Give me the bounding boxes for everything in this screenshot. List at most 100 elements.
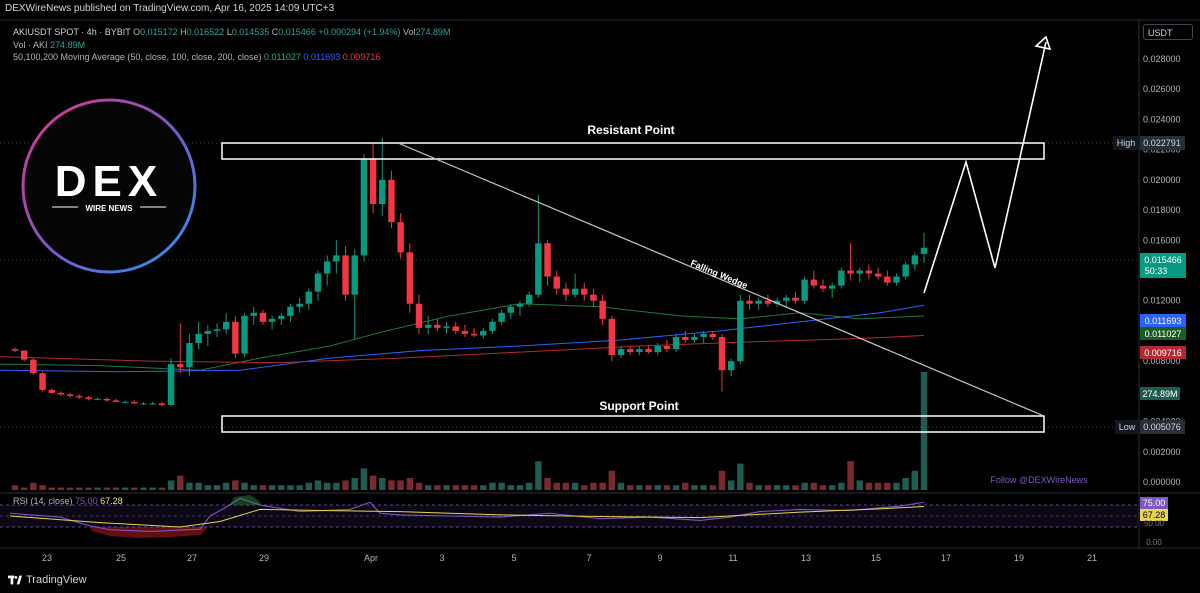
volume-bar xyxy=(581,485,588,490)
tradingview-brand: TradingView xyxy=(26,574,87,586)
moving-averages xyxy=(0,303,925,373)
volume-bar xyxy=(709,485,717,490)
volume-bar xyxy=(388,480,395,490)
ma200-tag: 0.009716 xyxy=(1140,346,1186,359)
volume-bar xyxy=(691,485,698,490)
candle-body xyxy=(920,247,928,254)
candle-body xyxy=(232,321,239,354)
volume-bar xyxy=(85,487,92,490)
time-tick-label: 5 xyxy=(511,553,516,563)
volume-bar xyxy=(149,487,156,490)
candle-body xyxy=(48,389,55,393)
volume-bar xyxy=(30,482,37,490)
volume-bar xyxy=(195,482,202,490)
volume-bar xyxy=(792,485,799,490)
legend-vol: 274.89M xyxy=(415,27,451,37)
volume-bar xyxy=(103,487,111,490)
rsi-legend-label[interactable]: RSI (14, close) xyxy=(13,496,73,506)
falling-wedge-line[interactable] xyxy=(397,142,1045,417)
candle-body xyxy=(544,243,551,277)
candle-body xyxy=(663,346,671,350)
price-tick-label: 0.024000 xyxy=(1143,114,1181,124)
candle-body xyxy=(562,288,570,295)
candle-body xyxy=(351,255,358,295)
rsi-line xyxy=(9,497,925,532)
support-zone[interactable] xyxy=(221,415,1045,433)
legend-ma-label[interactable]: 50,100,200 Moving Average (50, close, 10… xyxy=(13,52,262,62)
volume-bar xyxy=(544,478,551,490)
candle-body xyxy=(682,336,689,340)
volume-bar xyxy=(755,485,762,490)
legend-volume-label[interactable]: Vol · AKI xyxy=(13,40,48,50)
resistant-zone[interactable] xyxy=(221,142,1045,160)
svg-text:0.022791: 0.022791 xyxy=(1143,138,1181,148)
candles xyxy=(11,137,928,407)
candle-body xyxy=(76,395,83,398)
time-tick-label: 25 xyxy=(116,553,126,563)
price-tick-label: 0.012000 xyxy=(1143,296,1181,306)
ma100-tag: 0.011693 xyxy=(1140,314,1186,327)
volume-bar xyxy=(287,485,294,490)
volume-bar xyxy=(535,461,542,490)
legend-symbol[interactable]: AKIUSDT SPOT · 4h · BYBIT xyxy=(13,27,131,37)
volume-bar xyxy=(351,478,358,490)
volume-bar xyxy=(121,487,129,490)
candle-body xyxy=(85,397,92,399)
rsi-tags: 75.00 67.28 50.00 0.00 xyxy=(1140,497,1168,547)
volume-bar xyxy=(57,487,65,490)
candle-body xyxy=(755,300,762,304)
volume-bar xyxy=(323,482,331,490)
projection-path[interactable] xyxy=(923,41,1047,294)
time-axis[interactable]: 23 25 27 29 Apr 3 5 7 9 11 13 15 17 19 21 xyxy=(42,553,1097,563)
volume-bar xyxy=(397,480,404,490)
volume-bar xyxy=(856,480,863,490)
candle-body xyxy=(66,394,74,396)
time-tick-label: 11 xyxy=(728,553,737,563)
volume-bar xyxy=(571,482,579,490)
price-tick-label: 0.028000 xyxy=(1143,54,1181,64)
volume-bar xyxy=(452,485,459,490)
svg-text:0.009716: 0.009716 xyxy=(1144,348,1182,358)
time-tick-label: Apr xyxy=(364,553,378,563)
candle-body xyxy=(865,270,873,274)
legend-close: 0.015466 xyxy=(278,27,316,37)
candle-body xyxy=(608,318,616,356)
volume-bar xyxy=(718,470,726,490)
candle-body xyxy=(874,273,882,277)
time-tick-label: 21 xyxy=(1087,553,1097,563)
legend-l-label: L xyxy=(226,27,232,37)
price-tick-label: 0.026000 xyxy=(1143,84,1181,94)
candle-body xyxy=(20,350,28,360)
volume-bar xyxy=(11,485,19,490)
legend-ma100: 0.011693 xyxy=(303,52,341,62)
candle-body xyxy=(828,285,836,289)
svg-text:67.28: 67.28 xyxy=(1143,510,1166,520)
logo-text: DEX xyxy=(55,157,163,206)
volume-bar xyxy=(232,480,239,490)
candle-body xyxy=(792,297,799,301)
candle-body xyxy=(112,400,120,402)
volume-bar xyxy=(20,487,28,490)
legend-h-label: H xyxy=(180,27,187,37)
candle-body xyxy=(553,276,560,289)
candle-body xyxy=(783,297,790,301)
candle-body xyxy=(691,336,698,340)
candle-body xyxy=(323,261,331,274)
candle-body xyxy=(158,403,166,405)
legend-volume: Vol · AKI 274.89M xyxy=(13,40,85,50)
legend-vol-label: Vol xyxy=(402,27,416,37)
volume-bar xyxy=(94,487,101,490)
price-tick-label: 0.002000 xyxy=(1143,447,1181,457)
currency-button[interactable]: USDT xyxy=(1143,24,1193,40)
candle-body xyxy=(599,300,606,319)
volume-bar xyxy=(39,485,46,490)
follow-text: Follow @DEXWireNews xyxy=(990,475,1088,485)
svg-text:0.015466: 0.015466 xyxy=(1144,255,1182,265)
tradingview-footer[interactable]: TradingView xyxy=(8,574,87,586)
candle-body xyxy=(838,270,845,286)
volume-bars xyxy=(11,372,928,490)
volume-bar xyxy=(819,485,827,490)
legend-open: 0.015172 xyxy=(140,27,178,37)
volume-bar xyxy=(489,482,496,490)
